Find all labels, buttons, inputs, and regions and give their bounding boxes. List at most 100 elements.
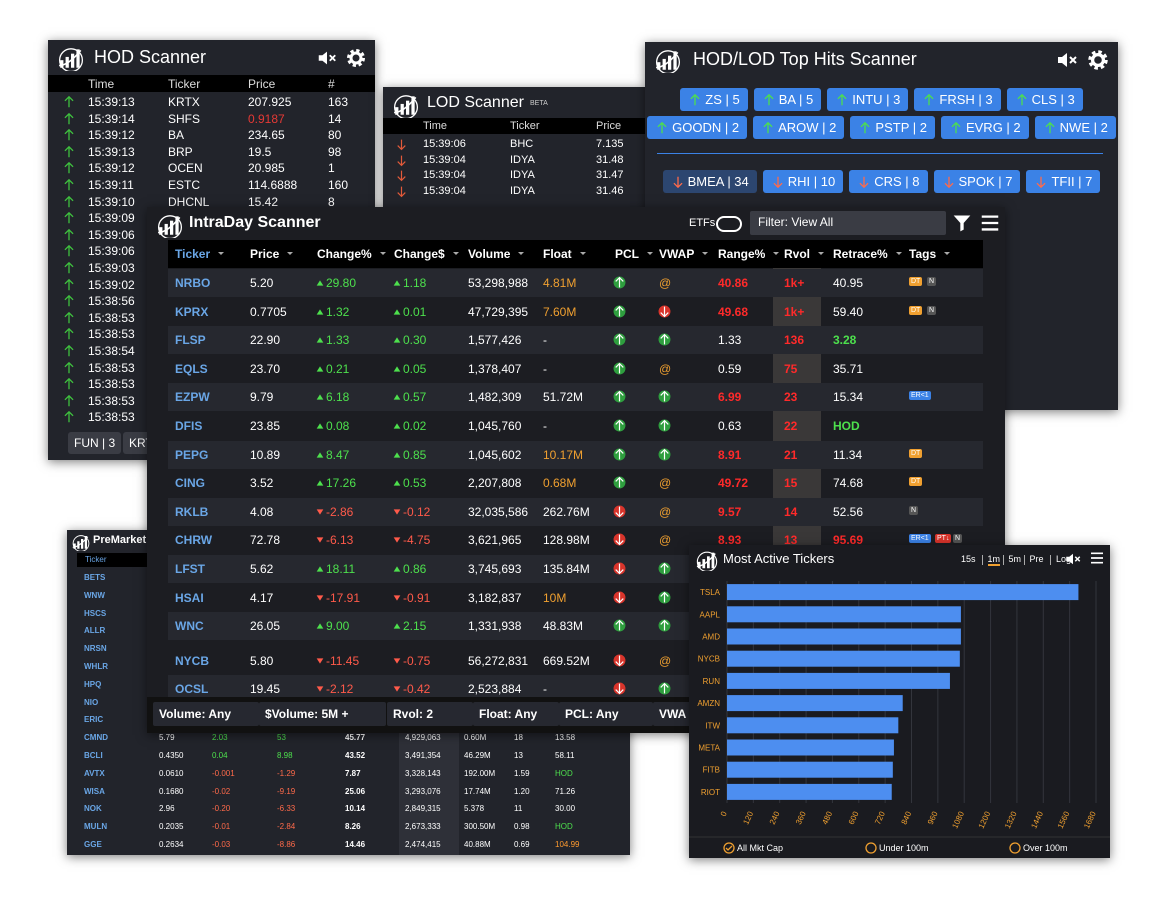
column-header[interactable]: Ticker — [175, 247, 225, 261]
legend-label[interactable]: Under 100m — [879, 843, 929, 853]
cell: - — [543, 361, 547, 376]
mute-button[interactable] — [1055, 48, 1079, 72]
filter-button[interactable] — [952, 213, 972, 233]
timeframe-option[interactable]: Log — [1056, 554, 1072, 564]
cell: 15:39:04 — [423, 153, 466, 166]
column-header[interactable]: Price — [250, 247, 294, 261]
column-header[interactable]: Range% — [718, 247, 780, 261]
cell: CHRW — [175, 533, 213, 548]
mute-button[interactable] — [1064, 550, 1082, 568]
lod-hit-button[interactable]: CRS | 8 — [849, 170, 928, 193]
hod-hit-button[interactable]: AROW | 2 — [753, 116, 845, 139]
column-header[interactable]: Rvol — [784, 247, 825, 261]
hod-hit-button[interactable]: BA | 5 — [753, 88, 822, 111]
cell: NYCB — [175, 653, 210, 668]
up-arrow — [657, 121, 667, 133]
separator — [657, 153, 1103, 154]
separator — [981, 555, 983, 565]
up-arrow — [64, 228, 74, 241]
cell: 128.98M — [543, 533, 590, 548]
up-arrow — [763, 121, 773, 133]
change-triangle — [393, 480, 401, 486]
filter-dropdown[interactable]: Float: Any — [473, 702, 559, 726]
hod-hit-button[interactable]: PSTP | 2 — [850, 116, 935, 139]
cell: 43.52 — [345, 751, 366, 760]
cell: 4.17 — [250, 590, 274, 605]
hod-hit-button[interactable]: FRSH | 3 — [914, 88, 1001, 111]
column-header[interactable]: Change$ — [394, 247, 459, 261]
cell: 29.80 — [326, 276, 357, 290]
column-header: Ticker — [510, 120, 540, 132]
cell: 1,331,938 — [468, 619, 522, 634]
y-tick-label: AMZN — [697, 699, 720, 708]
hod-hit-button[interactable]: NWE | 2 — [1034, 116, 1116, 139]
cell: 136 — [784, 333, 805, 348]
mute-button[interactable] — [316, 47, 338, 69]
lod-hit-button[interactable]: RHI | 10 — [762, 170, 844, 193]
lod-hit-button[interactable]: SPOK | 7 — [933, 170, 1021, 193]
timeframe-option[interactable]: 1m — [987, 554, 1001, 566]
settings-button[interactable] — [344, 46, 368, 70]
up-arrow — [64, 311, 74, 324]
cell: ERIC — [84, 715, 104, 725]
column-header[interactable]: Retrace% — [833, 247, 902, 261]
cell: 95.69 — [833, 533, 864, 548]
timeframe-option[interactable]: 15s — [961, 554, 976, 564]
filter-dropdown[interactable]: Volume: Any — [153, 702, 259, 726]
column-header[interactable]: Tags — [909, 247, 951, 261]
column-header[interactable]: VWAP — [659, 247, 709, 261]
menu-button[interactable] — [1089, 550, 1105, 566]
legend-label[interactable]: Over 100m — [1023, 843, 1068, 853]
cell: 15:38:53 — [88, 377, 135, 392]
column-header: Price — [596, 120, 622, 132]
separator — [1050, 555, 1051, 565]
cell: IDYA — [510, 169, 535, 181]
lod-hit-button[interactable]: TFII | 7 — [1026, 170, 1101, 193]
cell: 15:39:14 — [88, 111, 135, 126]
column-header[interactable]: Change% — [317, 247, 386, 261]
change-triangle — [316, 480, 324, 486]
cell: PEPG — [175, 447, 209, 462]
filter-dropdown[interactable]: Rvol: 2 — [387, 702, 473, 726]
cell: 0.04 — [212, 751, 228, 760]
change-triangle — [316, 537, 324, 544]
filter-dropdown[interactable]: $Volume: 5M + — [259, 702, 386, 726]
hit-label: CLS | 3 — [1031, 92, 1075, 107]
cell: 15.42 — [248, 194, 279, 209]
cell: 0.7705 — [250, 304, 287, 319]
settings-button[interactable] — [1085, 47, 1111, 73]
cell: 40.88M — [464, 840, 491, 849]
cell: 47,729,395 — [468, 304, 529, 319]
filter-dropdown[interactable]: PCL: Any — [559, 702, 653, 726]
hod-hit-button[interactable]: INTU | 3 — [827, 88, 909, 111]
timeframe-option[interactable]: Pre — [1029, 554, 1044, 564]
cell: 49.72 — [718, 476, 749, 491]
lod-hit-button[interactable]: BMEA | 34 — [662, 170, 757, 193]
cell: IDYA — [510, 184, 535, 197]
legend-label[interactable]: All Mkt Cap — [737, 843, 783, 853]
timeframe-option[interactable]: 5m — [1008, 554, 1022, 564]
cell: 15:39:04 — [423, 169, 466, 181]
column-header: Time — [88, 77, 115, 91]
cell: 15:39:12 — [88, 128, 135, 143]
cell: 1k+ — [784, 276, 805, 290]
hod-hit-button[interactable]: EVRG | 2 — [940, 116, 1029, 139]
up-arrow — [64, 178, 74, 191]
menu-button[interactable] — [979, 212, 1001, 234]
hod-hit-button[interactable]: GOODN | 2 — [647, 116, 748, 139]
hod-hit-button[interactable]: ZS | 5 — [680, 88, 748, 111]
cell: 15:38:53 — [88, 327, 135, 342]
cell: NOK — [84, 804, 102, 814]
column-header[interactable]: Volume — [468, 247, 526, 261]
column-header[interactable]: Float — [543, 247, 586, 261]
footer-button: FUN | 3 — [68, 432, 122, 454]
filter-select[interactable]: Filter: View All — [750, 211, 946, 235]
cell: NRBO — [175, 276, 211, 290]
cell: NIO — [84, 697, 99, 707]
bar-chart: 0 120 240 360 480 600 720 840 960 1080 1200 1320 144… — [689, 581, 1110, 854]
etfs-toggle[interactable] — [716, 216, 742, 232]
column-header[interactable]: PCL — [615, 247, 653, 261]
panel-title: PreMarket — [93, 534, 147, 546]
cell: 51.72M — [543, 390, 584, 405]
hod-hit-button[interactable]: CLS | 3 — [1006, 88, 1083, 111]
